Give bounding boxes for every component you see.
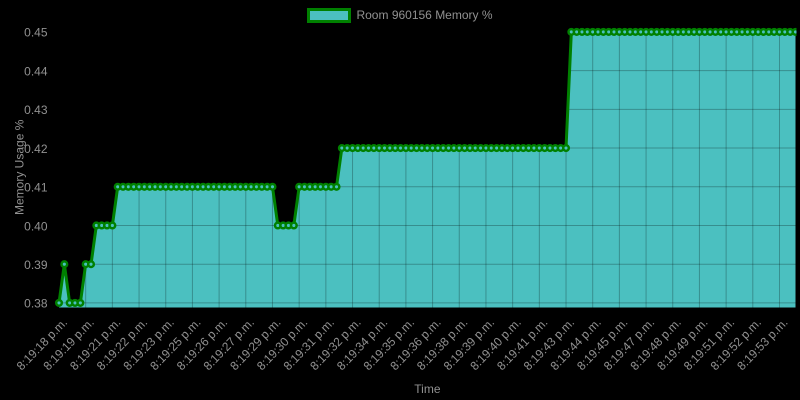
data-point-marker <box>86 260 96 269</box>
series-points-group <box>54 27 797 307</box>
y-axis-tick-label: 0.45 <box>24 26 48 40</box>
area-fill <box>59 31 796 308</box>
y-axis-tick-label: 0.40 <box>24 219 48 233</box>
data-point-marker <box>561 144 571 153</box>
x-axis-title: Time <box>414 382 441 396</box>
legend-label: Room 960156 Memory % <box>356 7 493 22</box>
y-axis-tick-labels: 0.45 0.44 0.43 0.42 0.41 0.40 0.39 0.38 <box>24 26 48 311</box>
y-axis-title: Memory Usage % <box>13 119 27 215</box>
y-axis-tick-label: 0.43 <box>24 103 48 117</box>
data-point-marker <box>108 221 117 230</box>
data-point-marker <box>289 221 298 230</box>
y-axis-tick-label: 0.41 <box>24 181 48 195</box>
x-axis-tick-labels: 8:19:18 p.m.8:19:19 p.m.8:19:21 p.m.8:19… <box>14 315 791 373</box>
data-point-marker <box>791 27 797 36</box>
y-axis-tick-label: 0.38 <box>24 297 48 311</box>
y-axis-tick-label: 0.39 <box>24 258 48 272</box>
y-axis-tick-label: 0.42 <box>24 142 48 156</box>
data-point-marker <box>54 298 64 307</box>
area-fill-group <box>59 31 796 308</box>
data-point-marker <box>268 182 277 191</box>
data-point-marker <box>332 182 341 191</box>
data-point-marker <box>60 260 69 269</box>
y-axis-tick-label: 0.44 <box>24 64 48 78</box>
legend-swatch <box>307 7 352 23</box>
legend-item[interactable]: Room 960156 Memory % <box>0 7 800 23</box>
data-point-marker <box>76 298 85 307</box>
